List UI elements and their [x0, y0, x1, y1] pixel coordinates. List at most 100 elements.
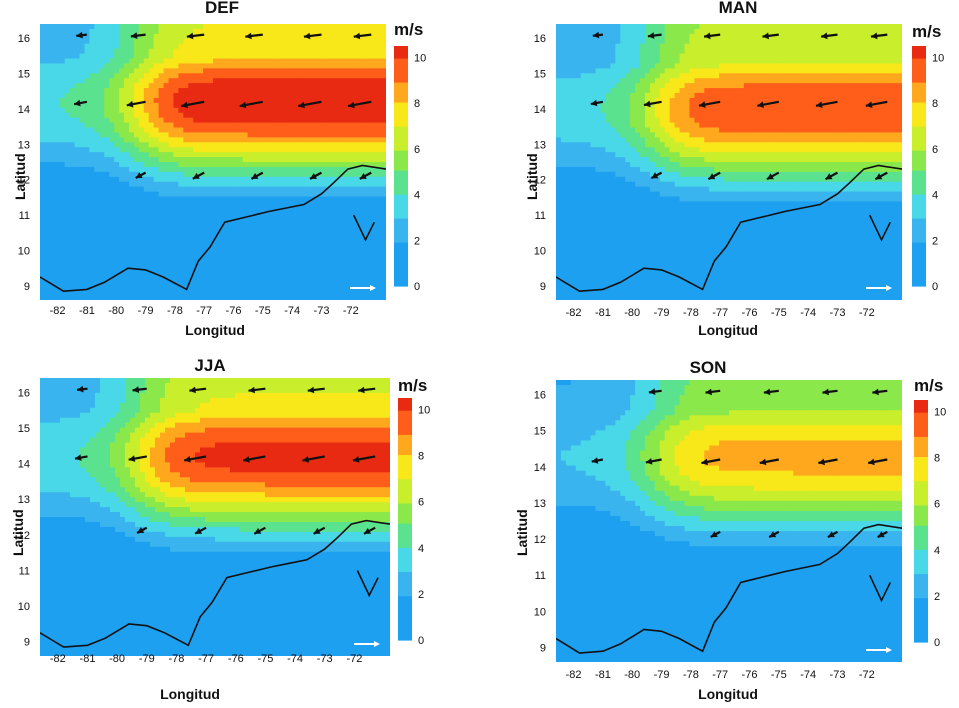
speed-cell	[114, 147, 120, 153]
speed-cell	[580, 285, 587, 291]
speed-cell	[605, 38, 611, 45]
speed-cell	[49, 117, 56, 124]
speed-cell	[198, 88, 204, 94]
speed-cell	[625, 78, 631, 84]
speed-cell	[356, 152, 362, 158]
speed-cell	[79, 78, 86, 84]
speed-cell	[376, 68, 382, 74]
speed-cell	[183, 38, 189, 45]
speed-cell	[277, 107, 283, 114]
speed-cell	[575, 68, 582, 74]
speed-cell	[143, 127, 150, 134]
speed-cell	[316, 38, 323, 45]
speed-cell	[74, 142, 81, 148]
speed-cell	[287, 162, 293, 168]
speed-cell	[84, 33, 91, 40]
speed-cell	[242, 186, 249, 193]
speed-cell	[625, 255, 631, 262]
speed-cell	[560, 196, 567, 203]
speed-cell	[44, 97, 51, 104]
speed-cell	[346, 43, 352, 50]
speed-cell	[272, 211, 278, 217]
speed-cell	[124, 112, 130, 119]
speed-cell	[183, 78, 189, 84]
speed-cell	[610, 201, 616, 207]
speed-cell	[605, 270, 611, 276]
speed-cell	[213, 285, 219, 291]
speed-cell	[232, 68, 239, 74]
speed-cell	[610, 93, 616, 99]
speed-cell	[560, 147, 567, 153]
speed-cell	[227, 88, 234, 94]
speed-cell	[341, 240, 348, 247]
speed-cell	[277, 166, 283, 173]
speed-cell	[361, 58, 367, 65]
speed-cell	[257, 97, 264, 104]
speed-cell	[217, 295, 224, 300]
speed-cell	[287, 255, 293, 262]
speed-cell	[173, 176, 179, 183]
speed-cell	[585, 147, 592, 153]
speed-cell	[64, 226, 71, 232]
speed-cell	[267, 38, 273, 45]
speed-cell	[262, 186, 268, 193]
speed-cell	[242, 211, 249, 217]
speed-cell	[336, 196, 343, 203]
speed-cell	[64, 270, 71, 276]
speed-cell	[565, 162, 572, 168]
speed-cell	[630, 157, 636, 163]
speed-cell	[366, 191, 372, 198]
speed-cell	[114, 181, 120, 188]
speed-cell	[341, 63, 348, 69]
speed-cell	[143, 24, 150, 30]
speed-cell	[292, 231, 298, 237]
speed-cell	[301, 122, 308, 129]
speed-cell	[306, 112, 313, 119]
speed-cell	[188, 157, 194, 163]
speed-cell	[272, 250, 278, 257]
speed-cell	[79, 112, 86, 119]
speed-cell	[556, 280, 562, 286]
speed-cell	[94, 117, 100, 124]
speed-cell	[133, 280, 140, 286]
speed-cell	[59, 43, 66, 50]
speed-cell	[203, 127, 209, 134]
speed-cell	[272, 53, 278, 60]
speed-cell	[331, 231, 338, 237]
speed-cell	[59, 295, 66, 300]
speed-cell	[361, 221, 367, 227]
speed-cell	[193, 186, 199, 193]
speed-cell	[376, 260, 382, 267]
speed-cell	[272, 107, 278, 114]
speed-cell	[336, 107, 343, 114]
speed-cell	[128, 250, 135, 257]
speed-cell	[600, 186, 607, 193]
speed-cell	[64, 265, 71, 272]
speed-cell	[615, 171, 621, 178]
speed-cell	[331, 132, 338, 138]
speed-cell	[203, 196, 209, 203]
speed-cell	[44, 122, 51, 129]
speed-cell	[217, 231, 224, 237]
speed-cell	[49, 33, 56, 40]
speed-cell	[138, 112, 145, 119]
speed-cell	[178, 142, 184, 148]
speed-cell	[381, 58, 386, 65]
speed-cell	[620, 147, 626, 153]
speed-cell	[287, 176, 293, 183]
speed-cell	[64, 88, 71, 94]
speed-cell	[630, 250, 636, 257]
speed-cell	[128, 93, 135, 99]
speed-cell	[40, 260, 46, 267]
speed-cell	[292, 117, 298, 124]
speed-cell	[94, 250, 100, 257]
speed-cell	[89, 191, 95, 198]
speed-cell	[565, 112, 572, 119]
speed-cell	[237, 122, 244, 129]
speed-cell	[237, 181, 244, 188]
speed-cell	[361, 137, 367, 143]
speed-cell	[356, 295, 362, 300]
speed-cell	[565, 270, 572, 276]
speed-cell	[178, 226, 184, 232]
speed-cell	[620, 78, 626, 84]
